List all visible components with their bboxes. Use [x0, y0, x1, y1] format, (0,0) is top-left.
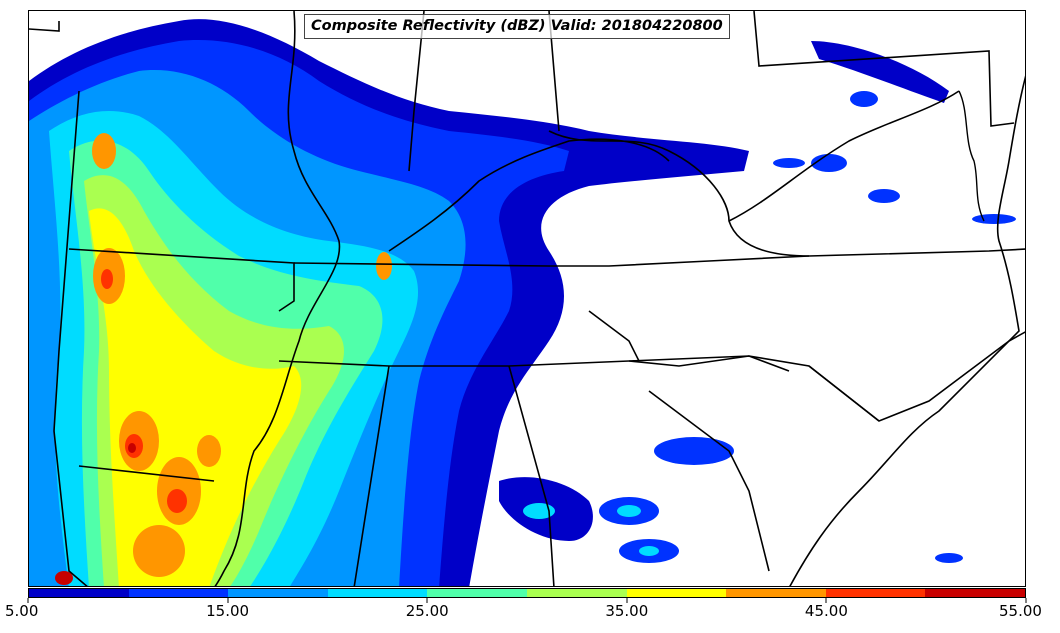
colorbar-bin-3 [327, 589, 428, 597]
echo-5dbz-east [811, 41, 949, 103]
colorbar-bin-9 [925, 589, 1025, 597]
colorbar-ticks [27, 598, 1027, 604]
echo-40dbz-cells [92, 133, 392, 577]
colorbar-bin-7 [726, 589, 826, 597]
colorbar-bin-8 [825, 589, 926, 597]
colorbar-bin-2 [228, 589, 328, 597]
colorbar-bin-6 [626, 589, 727, 597]
state-boundaries [29, 11, 1025, 586]
colorbar-tick [227, 598, 229, 603]
reflectivity-map [28, 10, 1026, 587]
reflectivity-echoes [29, 19, 1016, 586]
colorbar-tick [825, 598, 827, 603]
echo-scattered-east-20dbz [523, 503, 659, 556]
colorbar-labels: 5.00 15.00 25.00 35.00 45.00 55.00 [5, 602, 1042, 624]
mississippi-river [214, 11, 341, 586]
map-title: Composite Reflectivity (dBZ) Valid: 2018… [304, 14, 730, 39]
colorbar-bin-0 [29, 589, 129, 597]
ohio-river [388, 138, 670, 252]
colorbar-tick [1025, 598, 1027, 603]
echo-scattered-east [599, 91, 1016, 563]
atlantic-coastline [789, 75, 1025, 586]
colorbar-tick [426, 598, 428, 603]
colorbar-tick [626, 598, 628, 603]
colorbar-tick-label: 45.00 [804, 602, 848, 620]
colorbar [28, 588, 1026, 598]
colorbar-bin-1 [128, 589, 229, 597]
chesapeake-bay [958, 90, 985, 222]
colorbar-tick-label: 35.00 [605, 602, 649, 620]
echo-35dbz [89, 208, 302, 586]
map-canvas [29, 11, 1025, 586]
echo-50dbz-cells [55, 443, 136, 585]
colorbar-tick-label: 55.00 [999, 602, 1042, 620]
colorbar-bin-5 [526, 589, 627, 597]
colorbar-tick-label: 15.00 [206, 602, 250, 620]
colorbar-tick-label: 25.00 [405, 602, 449, 620]
colorbar-tick-label: 5.00 [5, 602, 39, 620]
colorbar-tick [27, 598, 29, 603]
colorbar-bin-4 [427, 589, 527, 597]
